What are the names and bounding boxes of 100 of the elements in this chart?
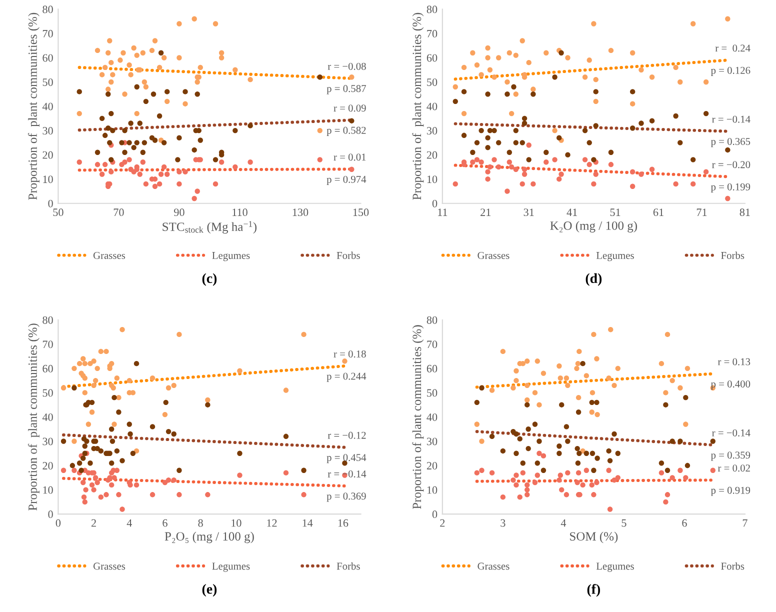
x-tick-label: 2 (92, 519, 96, 527)
y-tick-label: 20 (426, 151, 438, 159)
annotation: p = 0.587 (326, 85, 366, 94)
text: (f) (587, 584, 600, 597)
x-tick-label: 71 (696, 208, 707, 216)
x-tick-label: 81 (740, 208, 750, 216)
legend-label: Grasses (93, 252, 126, 259)
legend-label: Grasses (93, 562, 126, 570)
y-tick-label: 10 (427, 176, 438, 184)
y-tick-label: 30 (426, 438, 438, 446)
y-tick-label: 40 (42, 413, 53, 421)
y-tick-label: 70 (427, 30, 438, 38)
legend-label: Forbs (721, 562, 744, 570)
annotation: p = 0.919 (710, 486, 750, 496)
y-tick-label: 40 (426, 413, 438, 421)
annotation: p = 0.126 (710, 66, 750, 76)
y-tick-label: 10 (43, 486, 53, 494)
x-tick-label: 110 (232, 208, 248, 216)
y-tick-label: 60 (42, 364, 53, 372)
y-tick-label: 20 (426, 462, 438, 470)
annotation: p = 0.199 (710, 183, 750, 193)
y-tick-label: 60 (42, 54, 53, 62)
x-tick-label: 3 (500, 519, 506, 527)
x-tick-label: 5 (622, 519, 626, 527)
annotation: r = −0.08 (328, 62, 366, 70)
annotation: p = 0.365 (710, 138, 750, 148)
y-tick-label: 0 (432, 200, 438, 208)
x-tick-label: 70 (114, 208, 124, 216)
legend-label: Forbs (336, 252, 360, 259)
y-tick-label: 70 (42, 340, 53, 348)
annotation: r = 0.13 (718, 358, 750, 366)
x-tick-label: 4 (560, 519, 566, 527)
annotation: r = −0.14 (712, 116, 750, 123)
x-tick-label: 2 (440, 519, 445, 527)
y-tick-label: 0 (432, 510, 438, 518)
x-tick-label: 31 (524, 208, 534, 216)
y-tick-label: 0 (48, 200, 53, 208)
y-tick-label: 80 (42, 6, 53, 14)
y-tick-label: 30 (42, 438, 53, 446)
annotation: r = 0.01 (334, 154, 366, 161)
legend-label: Grasses (478, 252, 510, 259)
y-tick-label: 60 (426, 54, 438, 62)
x-tick-label: 41 (566, 208, 577, 216)
y-tick-label: 30 (426, 127, 438, 135)
x-tick-label: 90 (174, 208, 184, 216)
text: (c) (202, 273, 217, 286)
y-axis-title: Proportion of plant communities (%) (412, 12, 424, 200)
y-tick-label: 80 (42, 316, 53, 324)
x-tick-label: 6 (682, 519, 687, 527)
annotation: r = −0.14 (712, 429, 750, 436)
legend-label: Grasses (478, 562, 510, 570)
x-tick-label: 14 (302, 519, 313, 527)
annotation: p = 0.369 (326, 492, 366, 502)
annotation: p = 0.974 (326, 176, 366, 185)
y-tick-label: 10 (43, 176, 53, 184)
annotation: r = 0.24 (715, 44, 750, 52)
y-axis-title: Proportion of plant communities (%) (28, 12, 40, 200)
annotation: p = 0.454 (326, 454, 366, 464)
y-tick-label: 50 (42, 389, 53, 397)
x-tick-label: 50 (53, 208, 64, 216)
legend-label: Legumes (212, 252, 250, 262)
y-axis-title: Proportion of plant communities (%) (28, 324, 40, 511)
text: (d) (586, 273, 602, 286)
x-axis-title: STC$_{stock}$ (Mg ha$^{−1}$) (162, 221, 257, 234)
y-tick-label: 40 (426, 102, 438, 110)
y-tick-label: 20 (42, 462, 53, 470)
y-tick-label: 30 (42, 127, 53, 135)
y-axis-title: Proportion of plant communities (%) (412, 325, 424, 509)
x-tick-label: 11 (438, 208, 448, 216)
legend-label: Legumes (212, 562, 250, 572)
x-axis-title: SOM (%) (570, 532, 618, 544)
annotation: r = 0.09 (334, 104, 366, 112)
annotation: r = 0.18 (334, 350, 366, 358)
x-tick-label: 4 (126, 519, 132, 527)
annotation: r = −0.12 (328, 432, 366, 439)
y-tick-label: 10 (427, 486, 438, 494)
y-tick-label: 70 (42, 30, 53, 38)
y-tick-label: 50 (427, 389, 438, 397)
x-tick-label: 12 (267, 519, 277, 527)
annotation: r = −0.20 (712, 161, 750, 168)
x-tick-label: 7 (742, 519, 748, 527)
annotation: p = 0.582 (326, 126, 366, 136)
x-tick-label: 16 (338, 519, 348, 527)
x-axis-title: K₂O (mg / 100 g) (550, 221, 637, 232)
x-tick-label: 51 (610, 208, 620, 216)
y-tick-label: 80 (426, 316, 438, 324)
annotation: p = 0.359 (710, 452, 750, 461)
x-tick-label: 8 (198, 519, 203, 527)
x-tick-label: 150 (353, 208, 369, 216)
annotation: p = 0.244 (326, 372, 366, 382)
x-axis-title: P₂O₅ (mg / 100 g) (164, 532, 254, 544)
y-tick-label: 50 (427, 78, 438, 86)
y-tick-label: 80 (426, 6, 438, 14)
x-tick-label: 6 (162, 519, 168, 527)
x-tick-label: 130 (292, 208, 308, 216)
x-tick-label: 10 (232, 519, 242, 527)
y-tick-label: 40 (42, 102, 53, 110)
legend-label: Legumes (596, 562, 634, 572)
text: (e) (202, 584, 217, 597)
x-tick-label: 0 (56, 519, 61, 527)
